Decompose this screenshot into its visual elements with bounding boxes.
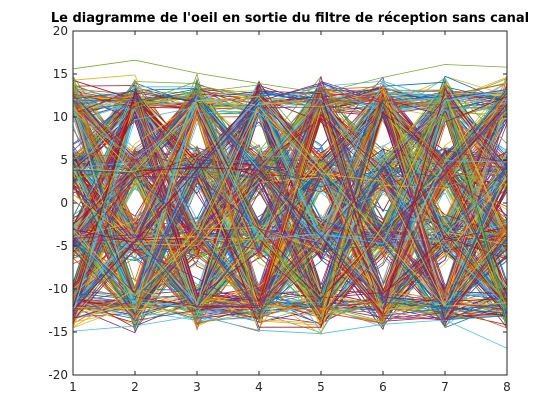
eye-trace-698 — [73, 89, 507, 312]
x-axis-tick-labels: 1 2 3 4 5 6 7 8 — [69, 380, 511, 394]
eye-trace-695 — [73, 106, 507, 306]
eye-trace-701 — [73, 97, 507, 310]
eye-trace-669 — [73, 96, 507, 290]
y-tick-label: 10 — [53, 110, 68, 124]
y-tick-label: 20 — [53, 24, 68, 38]
eye-trace-676 — [73, 80, 507, 323]
eye-trace-690 — [73, 90, 507, 323]
x-tick-label: 4 — [255, 380, 263, 394]
eye-trace-686 — [73, 96, 507, 315]
eye-trace-677 — [73, 78, 507, 240]
eye-trace-662 — [73, 82, 507, 316]
eye-trace-675 — [73, 110, 507, 316]
eye-trace-589 — [73, 99, 507, 313]
eye-trace-687 — [73, 101, 507, 312]
y-tick-label: -15 — [48, 325, 68, 339]
eye-trace-605 — [73, 166, 507, 327]
eye-trace-670 — [73, 95, 507, 307]
eye-trace-665 — [73, 100, 507, 309]
eye-trace-678 — [73, 92, 507, 312]
eye-trace-624 — [73, 99, 507, 246]
eye-trace-671 — [73, 117, 507, 309]
eye-trace-683 — [73, 102, 507, 324]
x-tick-label: 6 — [379, 380, 387, 394]
eye-trace-587 — [73, 91, 507, 310]
x-tick-label: 3 — [193, 380, 201, 394]
x-tick-label: 5 — [317, 380, 325, 394]
y-tick-label: 5 — [60, 153, 68, 167]
eye-trace-659 — [73, 76, 507, 299]
eye-trace-633 — [73, 166, 507, 313]
eye-trace-572 — [73, 94, 507, 317]
eye-trace-681 — [73, 88, 507, 307]
y-tick-label: -10 — [48, 282, 68, 296]
eye-trace-645 — [73, 101, 507, 320]
eye-trace-699 — [73, 90, 507, 312]
eye-trace-673 — [73, 100, 507, 319]
plot-area-frame — [72, 30, 508, 376]
y-tick-label: 15 — [53, 67, 68, 81]
y-tick-label: 0 — [60, 196, 68, 210]
eye-trace-558 — [73, 92, 507, 309]
eye-trace-667 — [73, 90, 507, 328]
y-tick-label: -5 — [56, 239, 68, 253]
series-layer — [73, 59, 507, 349]
y-tick-label: -20 — [48, 368, 68, 382]
eye-trace-693 — [73, 163, 507, 313]
eye-trace-703 — [73, 89, 507, 309]
eye-trace-692 — [73, 87, 507, 315]
eye-trace-592 — [73, 92, 507, 318]
x-tick-label: 2 — [131, 380, 139, 394]
eye-trace-661 — [73, 92, 507, 318]
eye-trace-651 — [73, 88, 507, 250]
eye-trace-668 — [73, 75, 507, 302]
eye-trace-627 — [73, 110, 507, 299]
eye-trace-691 — [73, 95, 507, 305]
eye-trace-700 — [73, 90, 507, 310]
y-axis-tick-labels: 20 15 10 5 0 -5 -10 -15 -20 — [48, 24, 68, 382]
eye-trace-649 — [73, 104, 507, 304]
eye-trace-694 — [73, 87, 507, 315]
eye-trace-680 — [73, 99, 507, 317]
eye-trace-688 — [73, 95, 507, 317]
eye-trace-621 — [73, 174, 507, 308]
eye-trace-488 — [73, 80, 507, 315]
eye-trace-664 — [73, 109, 507, 328]
eye-trace-672 — [73, 91, 507, 314]
eye-trace-684 — [73, 80, 507, 159]
eye-trace-641 — [73, 87, 507, 312]
x-tick-label: 8 — [503, 380, 511, 394]
x-tick-label: 7 — [441, 380, 449, 394]
x-tick-label: 1 — [69, 380, 77, 394]
eye-trace-705 — [73, 315, 507, 349]
eye-trace-704 — [73, 59, 507, 94]
chart-title: Le diagramme de l'oeil en sortie du filt… — [51, 11, 529, 26]
eye-trace-614 — [73, 92, 507, 315]
eye-trace-702 — [73, 95, 507, 307]
eye-trace-658 — [73, 92, 507, 235]
